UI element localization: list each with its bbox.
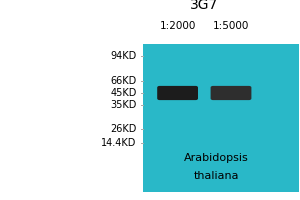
Text: 1:2000: 1:2000 [159, 21, 196, 31]
Text: 1:5000: 1:5000 [213, 21, 249, 31]
FancyBboxPatch shape [157, 86, 198, 100]
Text: 94KD: 94KD [110, 51, 136, 61]
FancyBboxPatch shape [211, 86, 251, 100]
Text: 45KD: 45KD [110, 88, 136, 98]
Text: 66KD: 66KD [110, 76, 136, 86]
Text: 26KD: 26KD [110, 124, 136, 134]
Text: Arabidopsis: Arabidopsis [184, 153, 248, 163]
Text: thaliana: thaliana [193, 171, 239, 181]
Text: 14.4KD: 14.4KD [101, 138, 136, 148]
Bar [142, 44, 298, 192]
Text: 35KD: 35KD [110, 100, 136, 110]
Text: 3G7: 3G7 [190, 0, 218, 12]
